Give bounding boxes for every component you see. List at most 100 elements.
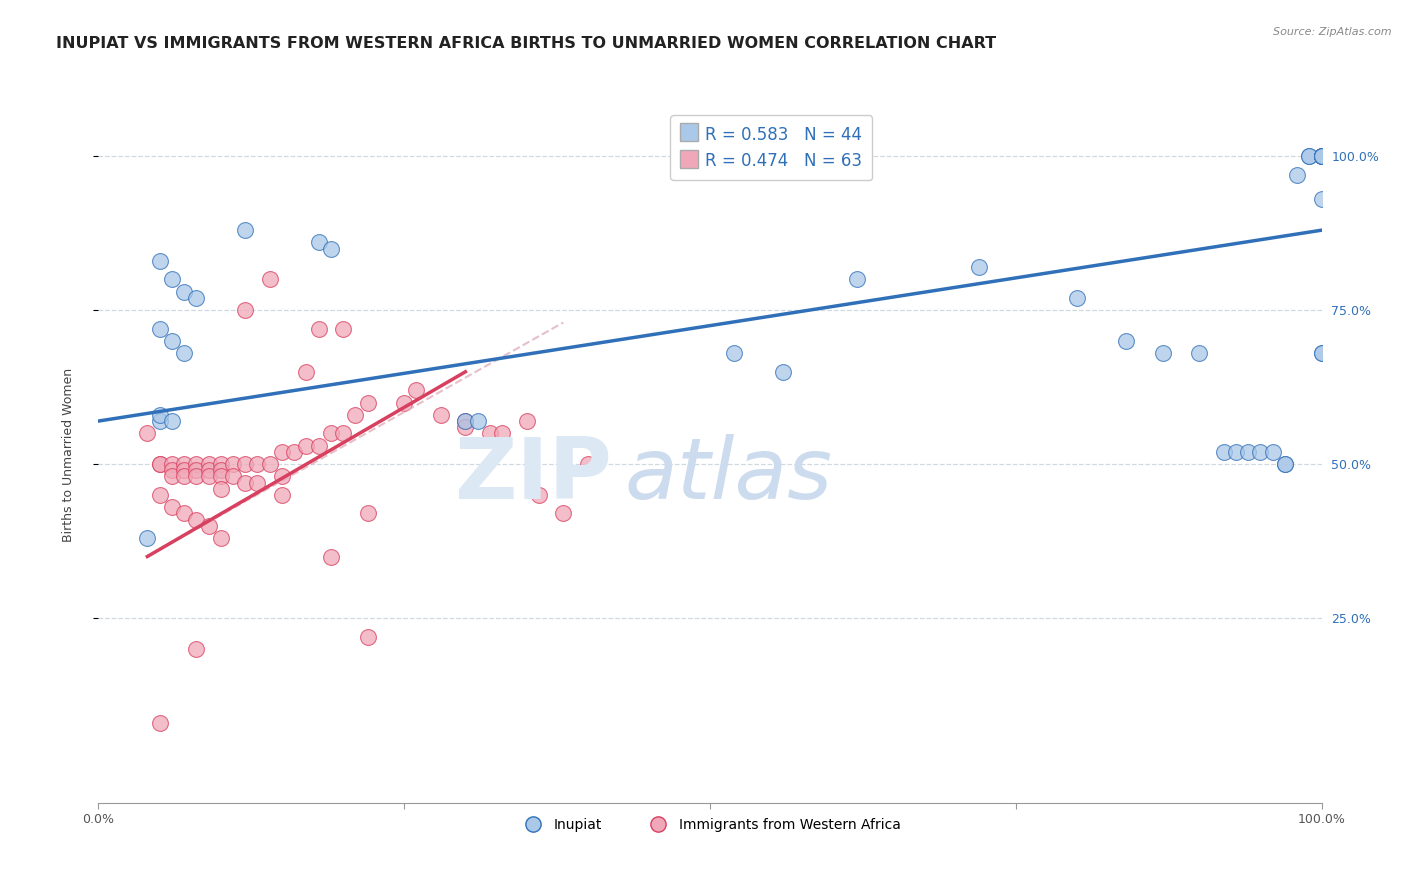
Point [576,457,599,471]
Point [197,518,219,533]
Point [149,457,172,471]
Point [186,291,208,305]
Point [197,469,219,483]
Point [186,512,208,526]
Point [295,439,318,453]
Point [246,457,269,471]
Point [222,469,245,483]
Point [1212,445,1234,459]
Point [149,414,172,428]
Point [209,469,232,483]
Point [356,630,378,644]
Point [1298,149,1320,163]
Point [160,500,183,515]
Point [295,365,318,379]
Point [454,414,477,428]
Point [259,457,281,471]
Point [1310,149,1333,163]
Point [209,463,232,477]
Point [1310,346,1333,360]
Point [319,549,342,564]
Point [186,469,208,483]
Point [1310,346,1333,360]
Point [319,242,342,256]
Point [1310,149,1333,163]
Point [967,260,990,274]
Point [1249,445,1271,459]
Point [527,488,550,502]
Point [1115,334,1137,348]
Point [1237,445,1260,459]
Point [136,426,159,441]
Point [149,457,172,471]
Point [1310,193,1333,207]
Point [308,235,330,250]
Point [772,365,794,379]
Point [233,303,256,318]
Point [209,457,232,471]
Point [186,463,208,477]
Point [392,395,416,409]
Point [233,475,256,490]
Point [515,414,537,428]
Text: atlas: atlas [624,434,832,517]
Text: ZIP: ZIP [454,434,612,517]
Point [160,414,183,428]
Point [149,408,172,422]
Point [173,469,195,483]
Point [430,408,453,422]
Y-axis label: Births to Unmarried Women: Births to Unmarried Women [62,368,75,542]
Point [186,641,208,656]
Point [454,420,477,434]
Point [160,463,183,477]
Text: INUPIAT VS IMMIGRANTS FROM WESTERN AFRICA BIRTHS TO UNMARRIED WOMEN CORRELATION : INUPIAT VS IMMIGRANTS FROM WESTERN AFRIC… [56,36,997,51]
Point [173,507,195,521]
Point [405,384,427,398]
Point [1152,346,1174,360]
Point [270,488,294,502]
Point [160,469,183,483]
Point [344,408,367,422]
Point [259,272,281,286]
Point [356,395,378,409]
Point [356,507,378,521]
Point [454,414,477,428]
Point [149,321,172,335]
Point [270,445,294,459]
Point [1274,457,1296,471]
Point [209,531,232,545]
Point [173,346,195,360]
Point [332,321,354,335]
Point [1261,445,1284,459]
Point [149,715,172,730]
Point [270,469,294,483]
Point [160,334,183,348]
Point [467,414,489,428]
Point [308,439,330,453]
Point [1310,149,1333,163]
Point [723,346,745,360]
Legend: Inupiat, Immigrants from Western Africa: Inupiat, Immigrants from Western Africa [513,813,907,838]
Point [173,463,195,477]
Point [491,426,513,441]
Point [1286,168,1309,182]
Point [222,457,245,471]
Point [1066,291,1088,305]
Point [283,445,305,459]
Point [149,488,172,502]
Point [1225,445,1247,459]
Point [1274,457,1296,471]
Point [197,457,219,471]
Point [1298,149,1320,163]
Point [319,426,342,441]
Point [478,426,501,441]
Point [332,426,354,441]
Point [1310,149,1333,163]
Point [149,254,172,268]
Point [233,223,256,237]
Point [173,457,195,471]
Point [1310,149,1333,163]
Point [160,457,183,471]
Point [197,463,219,477]
Point [308,321,330,335]
